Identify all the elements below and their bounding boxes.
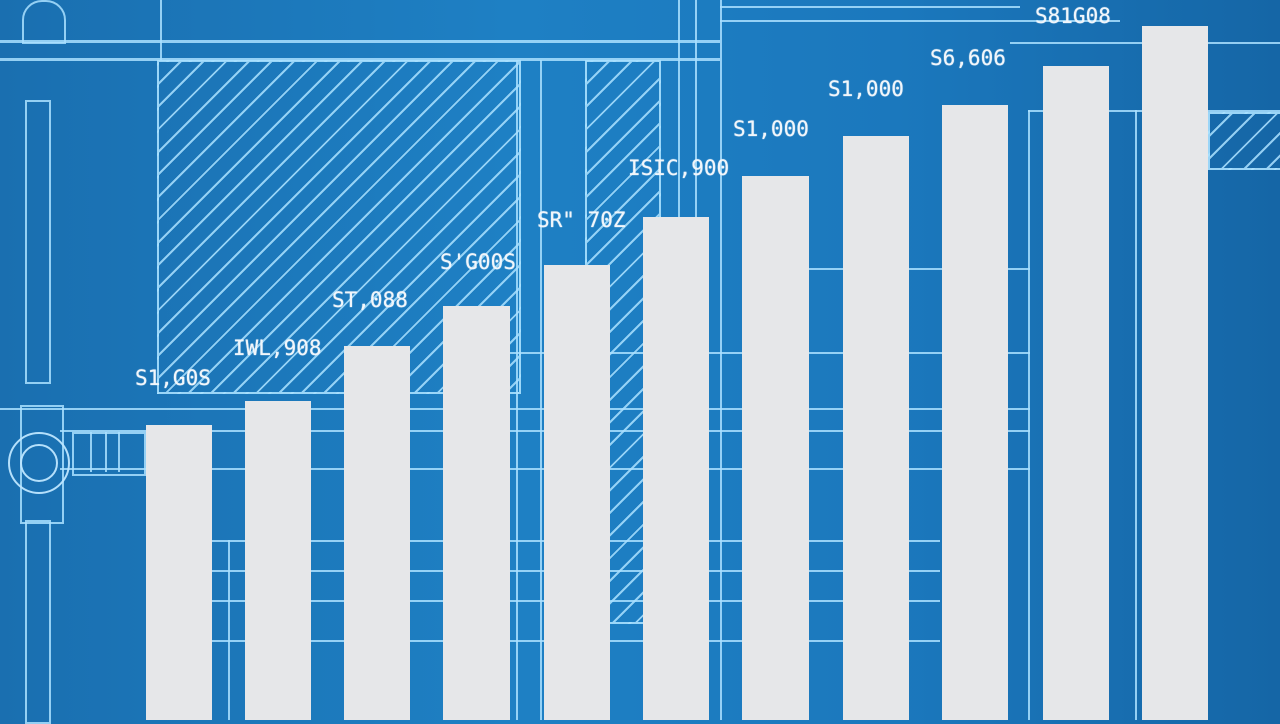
coupling xyxy=(72,432,146,476)
frame-line xyxy=(0,408,1030,410)
bar-label-5: SR" 70Z xyxy=(537,208,626,232)
bar-label-1: S1,G0S xyxy=(135,366,211,390)
bar-5 xyxy=(544,265,610,720)
bar-2 xyxy=(245,401,311,720)
frame-line xyxy=(0,58,720,61)
bar-6 xyxy=(643,217,709,720)
bar-8 xyxy=(843,136,909,720)
bar-label-6: ISIC,900 xyxy=(628,156,730,180)
bar-label-10: S81G08 xyxy=(1035,4,1111,28)
frame-line xyxy=(720,0,722,720)
bar-label-2: IWL,908 xyxy=(233,336,322,360)
frame-line xyxy=(0,40,720,43)
frame-line xyxy=(160,0,162,60)
frame-line xyxy=(1028,110,1030,720)
bar-label-3: ST,088 xyxy=(332,288,408,312)
gauge-outer xyxy=(8,432,70,494)
bar-label-9: S6,606 xyxy=(930,46,1006,70)
frame-line xyxy=(228,540,230,720)
bar-3 xyxy=(344,346,410,720)
bar-7 xyxy=(742,176,809,720)
bar-11 xyxy=(1142,26,1208,720)
bar-1 xyxy=(146,425,212,720)
frame-line xyxy=(720,6,1020,8)
bar-9 xyxy=(942,105,1008,720)
coupling-rib xyxy=(90,432,92,472)
valve-head xyxy=(22,0,66,44)
bar-label-8: S1,000 xyxy=(828,77,904,101)
bar-10 xyxy=(1043,66,1109,720)
pipe-vertical xyxy=(25,100,51,384)
bar-label-7: S1,000 xyxy=(733,117,809,141)
bar-4 xyxy=(443,306,510,720)
frame-line xyxy=(1135,110,1137,720)
bar-label-4: S'G00S xyxy=(440,250,516,274)
frame-line xyxy=(540,60,542,720)
gauge-inner xyxy=(20,444,58,482)
frame-line xyxy=(516,60,518,720)
hatched-panel-right xyxy=(1208,112,1280,170)
coupling-rib xyxy=(118,432,120,472)
frame-line xyxy=(720,20,1120,22)
coupling-rib xyxy=(105,432,107,472)
